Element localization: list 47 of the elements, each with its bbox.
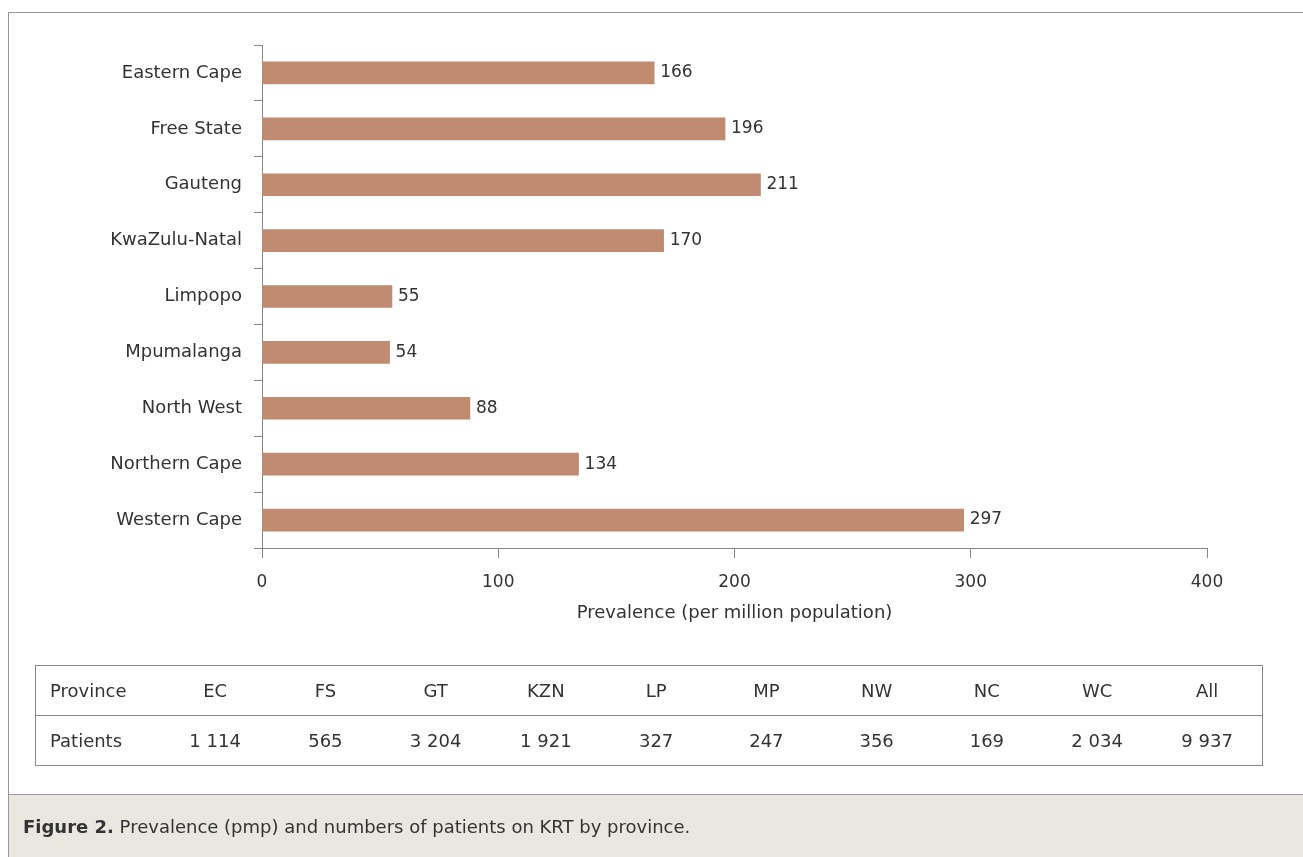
- data-label: 88: [475, 396, 498, 417]
- category-label: NC: [931, 665, 1042, 716]
- text: 327: [638, 730, 674, 751]
- text: 169: [969, 730, 1005, 751]
- data-label: 297: [969, 508, 1003, 529]
- category-label: FS: [270, 665, 381, 716]
- x-tick-label: 0: [256, 570, 268, 591]
- text: Patients: [49, 729, 124, 753]
- caption: Figure 2. Prevalence (pmp) and numbers of patients on KRT by province.: [8, 795, 1303, 857]
- x-tick-label: 200: [718, 570, 751, 591]
- x-tick-label: 300: [954, 570, 987, 591]
- y-tick-label: North West: [141, 395, 242, 417]
- data-label: 54: [395, 340, 418, 361]
- text: 565: [308, 730, 343, 751]
- y-tick-label: Gauteng: [164, 172, 242, 194]
- text: 247: [749, 730, 784, 751]
- category-label: MP: [711, 665, 822, 716]
- text: 1 921: [520, 730, 572, 751]
- category-label: LP: [601, 665, 712, 716]
- category-label: EC: [160, 665, 271, 716]
- y-tick-label: Eastern Cape: [121, 60, 242, 82]
- x-tick-label: 400: [1190, 570, 1224, 591]
- category-label: KZN: [490, 665, 601, 716]
- text: 356: [859, 730, 894, 751]
- y-tick-label: Western Cape: [116, 507, 242, 529]
- data-label: 170: [669, 229, 703, 250]
- data-label: 196: [731, 117, 764, 138]
- data-label: 134: [584, 452, 618, 473]
- text: Province: [35, 665, 160, 716]
- category-label: NW: [821, 665, 932, 716]
- y-tick-label: Free State: [150, 116, 242, 138]
- text: 9 937: [1181, 730, 1233, 751]
- y-tick-label: Mpumalanga: [125, 340, 242, 362]
- data-label: 55: [397, 284, 420, 305]
- category-label: WC: [1042, 665, 1153, 716]
- y-tick-label: Limpopo: [164, 284, 242, 306]
- text: 1 114: [189, 730, 241, 751]
- y-tick-label: KwaZulu-Natal: [110, 228, 242, 250]
- text: 3 204: [409, 730, 462, 751]
- data-label: 211: [766, 173, 799, 194]
- x-tick-label: 100: [482, 570, 515, 591]
- category-label: All: [1152, 665, 1263, 716]
- y-tick-label: Northern Cape: [110, 451, 242, 473]
- data-label: 166: [660, 61, 693, 82]
- text: 2 034: [1071, 730, 1123, 751]
- x-axis-title: Prevalence (per million population): [576, 600, 893, 622]
- category-label: GT: [380, 665, 491, 716]
